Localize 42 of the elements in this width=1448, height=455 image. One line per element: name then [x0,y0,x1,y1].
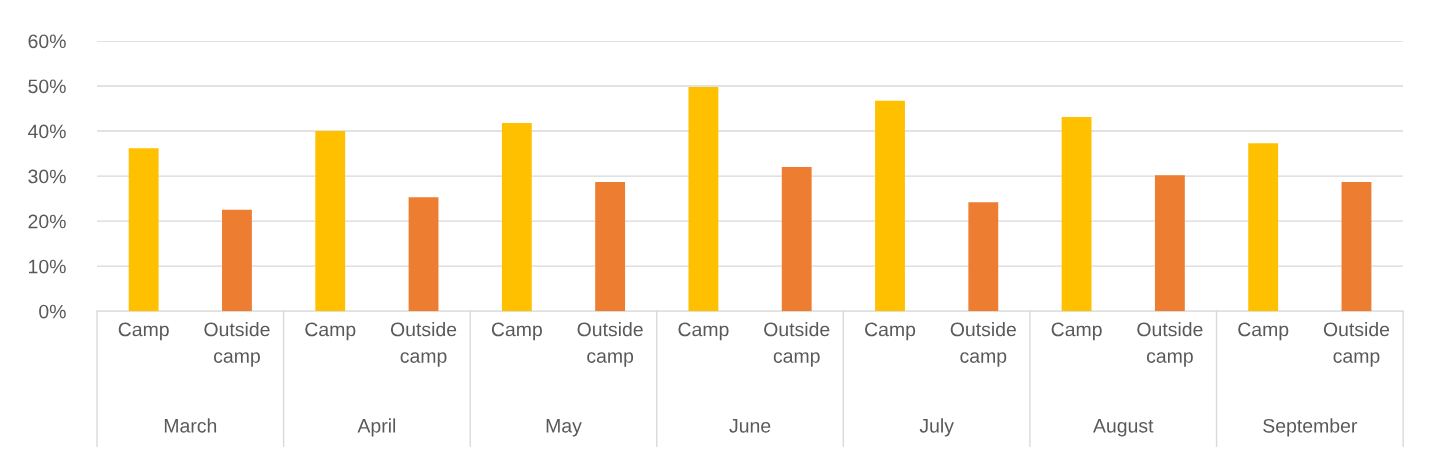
y-tick-label: 10% [29,259,66,274]
text: Outside camp [950,322,1016,367]
bar [875,100,905,312]
text: Camp [118,322,169,341]
bar [595,181,626,312]
x-tick-label: September [1263,418,1358,437]
bar [781,167,812,312]
x-tick-label: June [729,419,771,433]
bar [1154,175,1185,312]
text: Outside camp [1323,322,1390,367]
text: Camp [678,322,729,341]
series-label: Outside camp [764,322,830,367]
text: Outside camp [1137,322,1203,367]
x-tick-label: August [1093,419,1154,437]
y-tick-label: 40% [27,124,66,139]
text: Outside camp [577,322,643,367]
x-tick-label: March [164,418,217,433]
x-tick-label: April [357,418,396,437]
text: Camp [865,322,916,341]
bar [222,209,252,312]
text: Outside camp [390,322,457,367]
x-tick-label: July [919,418,954,437]
text: Camp [1051,322,1102,341]
bar [128,148,159,312]
bar [968,202,999,312]
y-tick-label: 30% [28,169,66,184]
y-tick-label: 50% [28,79,66,94]
text: Camp [491,322,542,341]
y-tick-label: 60% [28,34,66,49]
series-label: Camp [305,322,356,341]
y-tick-label: 0% [39,304,66,319]
bar [1248,143,1279,312]
bar [1061,117,1092,312]
bar [408,197,439,312]
text: Camp [1238,322,1289,341]
bar [1341,181,1372,312]
text: Outside camp [204,322,270,367]
bar [315,131,346,312]
x-tick-label: May [546,419,582,437]
bar [501,122,532,312]
y-tick-label: 20% [28,214,66,229]
bar [688,86,719,312]
